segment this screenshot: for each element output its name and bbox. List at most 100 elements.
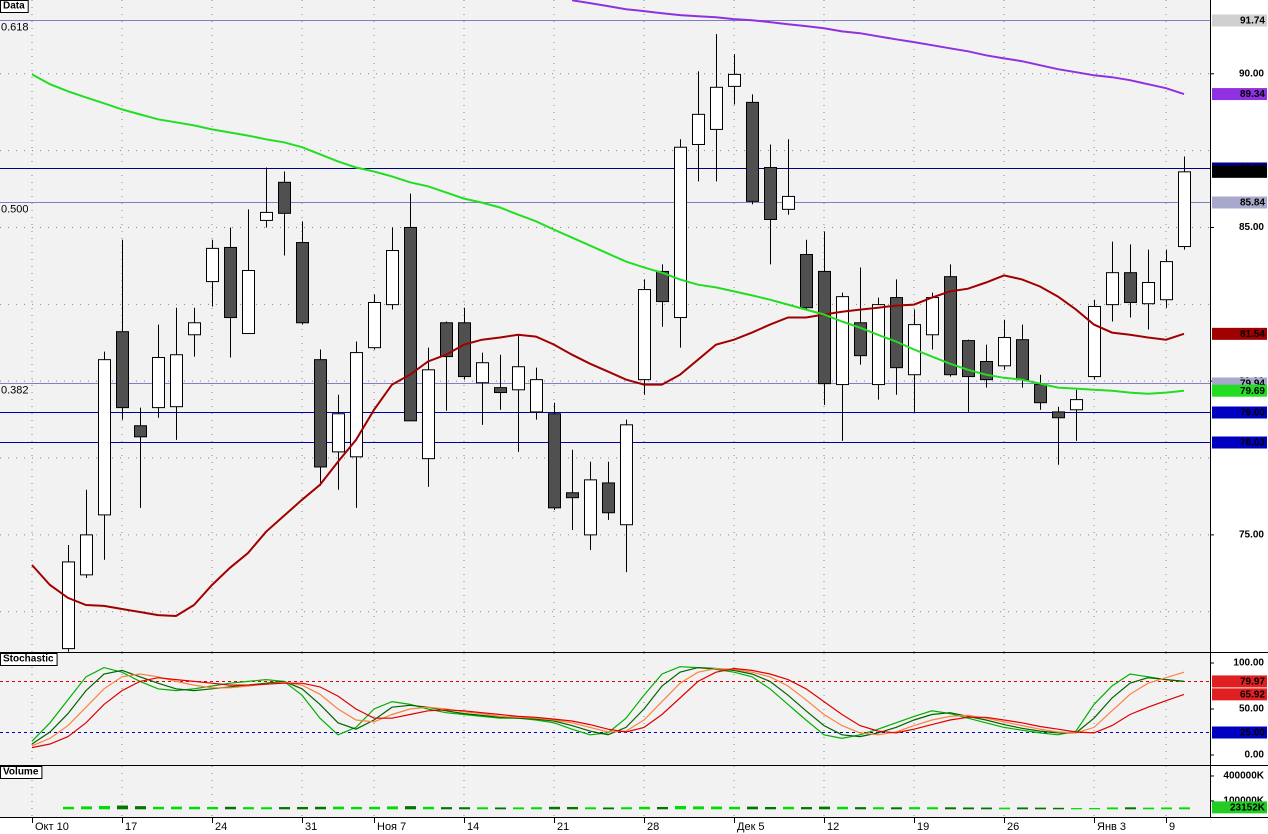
candle-body [566,492,579,499]
candle-body [800,254,813,309]
level-tag: 91.74 [1240,16,1265,27]
volume-bar [261,807,272,810]
volume-bar [837,806,848,810]
level-tag: 78.03 [1240,438,1265,449]
indicator-line [31,274,1185,618]
pane-title-box [0,0,29,13]
candle-body [152,357,165,409]
candle-body [728,73,741,87]
volume-bar [801,807,812,810]
volume-bar [1125,807,1136,810]
price-tag: 86.81 [1240,167,1265,178]
indicator-line [31,73,1185,395]
series-tag: 65.92 [1240,689,1265,700]
volume-bar [549,806,560,810]
candle-body [656,270,669,303]
volume-bar [873,807,884,810]
candle-body [476,362,489,384]
level-tag: 25.00 [1240,728,1265,739]
pane-title-box [0,766,43,779]
candle-body [710,86,723,130]
volume-bar [297,806,308,810]
x-tick-label: Ноя 7 [377,821,406,833]
y-tick-label: 100000K [1223,796,1264,807]
series-tag-bg [1212,384,1267,397]
level-label: 0.618 [1,21,29,33]
candle-body [548,413,561,509]
candle-body [62,561,75,650]
candle-body [1106,272,1119,306]
x-tick-label: 19 [917,821,929,833]
y-tick-label: 100.00 [1233,658,1264,669]
volume-bar [1161,807,1172,810]
volume-bar [981,807,992,810]
candle-body [584,479,597,536]
volume-bar [207,806,218,810]
volume-bar [513,807,524,810]
pane-title: Volume [3,767,39,778]
volume-tag-bg [1212,801,1267,814]
candle-body [188,322,201,336]
y-tick-label: 400000K [1223,771,1264,782]
level-tag: 79.94 [1240,379,1265,390]
candle-body [458,322,471,378]
series-tag-bg [1212,327,1267,340]
volume-bar [999,807,1010,810]
candle-body [314,359,327,468]
volume-bar [531,807,542,810]
candle-body [386,250,399,306]
level-tag: 79.00 [1240,408,1265,419]
x-tick-label: 14 [467,821,479,833]
volume-bar [693,806,704,810]
price-tag-bg [1212,165,1267,178]
volume-bar [477,807,488,810]
volume-bar [819,806,830,810]
volume-bar [459,807,470,810]
volume-bar [621,807,632,810]
volume-bar [171,806,182,810]
volume-bar [369,806,380,810]
candle-body [602,482,615,514]
candle-body [278,181,291,214]
level-tag-bg [1212,196,1267,209]
series-tag: 79.97 [1240,677,1265,688]
candle-body [1052,411,1065,419]
candle-body [764,167,777,220]
volume-bar [927,807,938,810]
pane [31,766,1190,818]
candle-body [296,242,309,324]
volume-bar [783,806,794,810]
volume-bar [1017,807,1028,810]
candle-body [890,297,903,369]
series-tag-bg [1212,688,1267,701]
y-tick-label: 85.00 [1239,222,1264,233]
candle-body [674,146,687,319]
volume-bar [333,806,344,810]
level-tag-bg [1212,14,1267,27]
volume-bar [1143,807,1154,810]
volume-bar [1053,807,1064,810]
candle-body [530,379,543,413]
indicator-line [31,667,1185,747]
pane-title: Stochastic [3,654,54,665]
volume-bar [315,806,326,810]
x-tick-label: 17 [125,821,137,833]
candle-body [260,211,273,221]
volume-bar [1107,807,1118,810]
level-label: 0.382 [1,384,29,396]
volume-bar [1179,807,1190,810]
candle-body [404,226,417,422]
volume-bar [495,807,506,810]
candle-body [332,413,345,453]
candle-body [944,276,957,376]
candle-body [368,301,381,349]
volume-bar [657,806,668,810]
candle-body [836,296,849,386]
candle-body [1124,272,1137,303]
candle-body [1142,282,1155,305]
volume-bar [63,806,74,810]
candle-body [116,331,129,409]
x-tick-label: 31 [305,821,317,833]
candle-body [1070,399,1083,411]
